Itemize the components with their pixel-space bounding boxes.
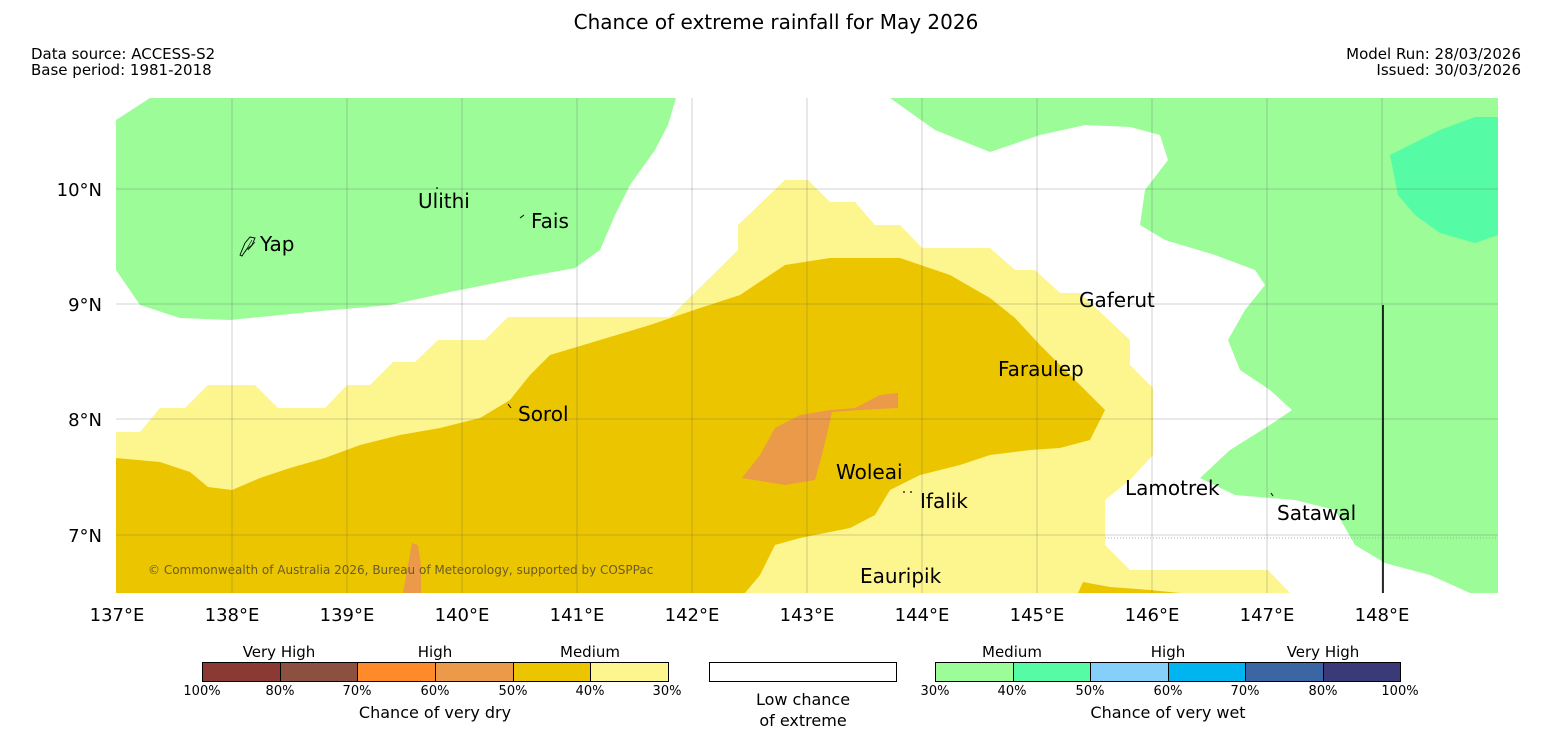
dry-tick: 100% [183, 684, 221, 699]
place-label: Faraulep [998, 357, 1084, 381]
dry-colorbar [202, 662, 669, 682]
wet-tick: 100% [1381, 684, 1419, 699]
lon-label: 140°E [435, 605, 490, 626]
dry-tick: 70% [342, 684, 372, 699]
ifalik-island-mark-1 [903, 491, 905, 493]
longitude-labels: 137°E 138°E 139°E 140°E 141°E 142°E 143°… [90, 605, 1410, 626]
lon-label: 139°E [320, 605, 375, 626]
yap-island-shape [239, 236, 256, 257]
gridlines [116, 98, 1498, 593]
dry-region-50-60-south [403, 543, 421, 593]
lon-label: 141°E [550, 605, 605, 626]
dry-category-label: Medium [560, 643, 620, 661]
lon-label: 145°E [1010, 605, 1065, 626]
base-period-text: Base period: 1981-2018 [31, 61, 212, 79]
place-label: Lamotrek [1125, 476, 1220, 500]
issued-text: Issued: 30/03/2026 [1376, 61, 1521, 79]
lat-label: 10°N [57, 180, 102, 201]
place-label: Sorol [518, 402, 569, 426]
low-chance-swatch [709, 662, 897, 682]
ifalik-island-mark-2 [910, 491, 912, 493]
dry-tick: 30% [652, 684, 682, 699]
lon-label: 138°E [205, 605, 260, 626]
low-chance-line1: Low chance [755, 690, 851, 709]
low-chance-caption: Low chance of extreme [756, 689, 850, 731]
map-title: Chance of extreme rainfall for May 2026 [573, 10, 979, 34]
wet-swatch-40-50 [1013, 663, 1091, 681]
dry-region-50-60 [742, 393, 898, 485]
wet-tick: 70% [1230, 684, 1260, 699]
place-label: Woleai [836, 460, 903, 484]
dry-legend-caption: Chance of very dry [358, 703, 512, 722]
dry-region-40-50 [116, 258, 1105, 593]
wet-category-label: Medium [982, 643, 1042, 661]
wet-region-northwest [116, 98, 676, 320]
low-chance-line2: of extreme [759, 711, 847, 730]
sorol-island-mark [507, 403, 512, 409]
wet-swatch-30-40 [936, 663, 1014, 681]
place-label: Eauripik [860, 564, 942, 588]
satawal-island-mark [1270, 492, 1274, 497]
wet-category-label: Very High [1286, 643, 1360, 661]
latitude-labels: 10°N 9°N 8°N 7°N [57, 180, 102, 547]
map-area: Yap Ulithi Fais Gaferut Faraulep Sorol W… [116, 98, 1498, 593]
wet-swatch-60-70 [1168, 663, 1246, 681]
ulithi-island-mark [436, 187, 438, 189]
place-label: Ifalik [920, 489, 968, 513]
copyright-text: © Commonwealth of Australia 2026, Bureau… [148, 563, 653, 577]
wet-region-40-50 [1390, 117, 1498, 243]
wet-swatch-50-60 [1091, 663, 1169, 681]
dry-category-label: Very High [242, 643, 316, 661]
dry-swatch-50-40 [513, 663, 592, 681]
wet-swatch-70-80 [1246, 663, 1324, 681]
lat-label: 7°N [68, 526, 102, 547]
lat-label: 9°N [68, 295, 102, 316]
lon-label: 148°E [1355, 605, 1410, 626]
fais-island-mark [519, 214, 525, 219]
wet-tick: 40% [997, 684, 1027, 699]
dry-tick: 60% [420, 684, 450, 699]
lon-label: 142°E [665, 605, 720, 626]
place-label: Fais [531, 209, 569, 233]
dry-tick: 50% [498, 684, 528, 699]
dry-swatch-60-50 [436, 663, 514, 681]
dry-swatch-100-80 [203, 663, 281, 681]
meta-right: Model Run: 28/03/2026 Issued: 30/03/2026 [1346, 46, 1521, 78]
wet-region-east [890, 98, 1498, 593]
lon-label: 147°E [1240, 605, 1295, 626]
dry-region-40-50-south [1078, 582, 1180, 593]
place-label: Satawal [1277, 501, 1356, 525]
yap-island-detail [244, 239, 256, 253]
dry-tick: 40% [575, 684, 605, 699]
wet-legend-caption: Chance of very wet [1090, 703, 1246, 722]
wet-category-label: High [1150, 643, 1186, 661]
wet-tick: 50% [1075, 684, 1105, 699]
place-label: Gaferut [1079, 288, 1155, 312]
meta-left: Data source: ACCESS-S2 Base period: 1981… [31, 46, 215, 78]
dry-swatch-80-70 [280, 663, 359, 681]
place-label: Yap [259, 232, 294, 256]
lon-label: 143°E [780, 605, 835, 626]
dry-tick: 80% [265, 684, 295, 699]
dry-swatch-40-30 [591, 663, 669, 681]
lon-label: 137°E [90, 605, 145, 626]
lat-label: 8°N [68, 410, 102, 431]
dry-category-label: High [417, 643, 453, 661]
lon-label: 146°E [1125, 605, 1180, 626]
wet-tick: 80% [1308, 684, 1338, 699]
place-label: Ulithi [418, 189, 470, 213]
lon-label: 144°E [895, 605, 950, 626]
dry-swatch-70-60 [358, 663, 437, 681]
wet-swatch-80-100 [1323, 663, 1400, 681]
model-run-text: Model Run: 28/03/2026 [1346, 45, 1521, 63]
wet-tick: 30% [920, 684, 950, 699]
wet-colorbar [935, 662, 1401, 682]
data-source-text: Data source: ACCESS-S2 [31, 45, 216, 63]
wet-tick: 60% [1153, 684, 1183, 699]
